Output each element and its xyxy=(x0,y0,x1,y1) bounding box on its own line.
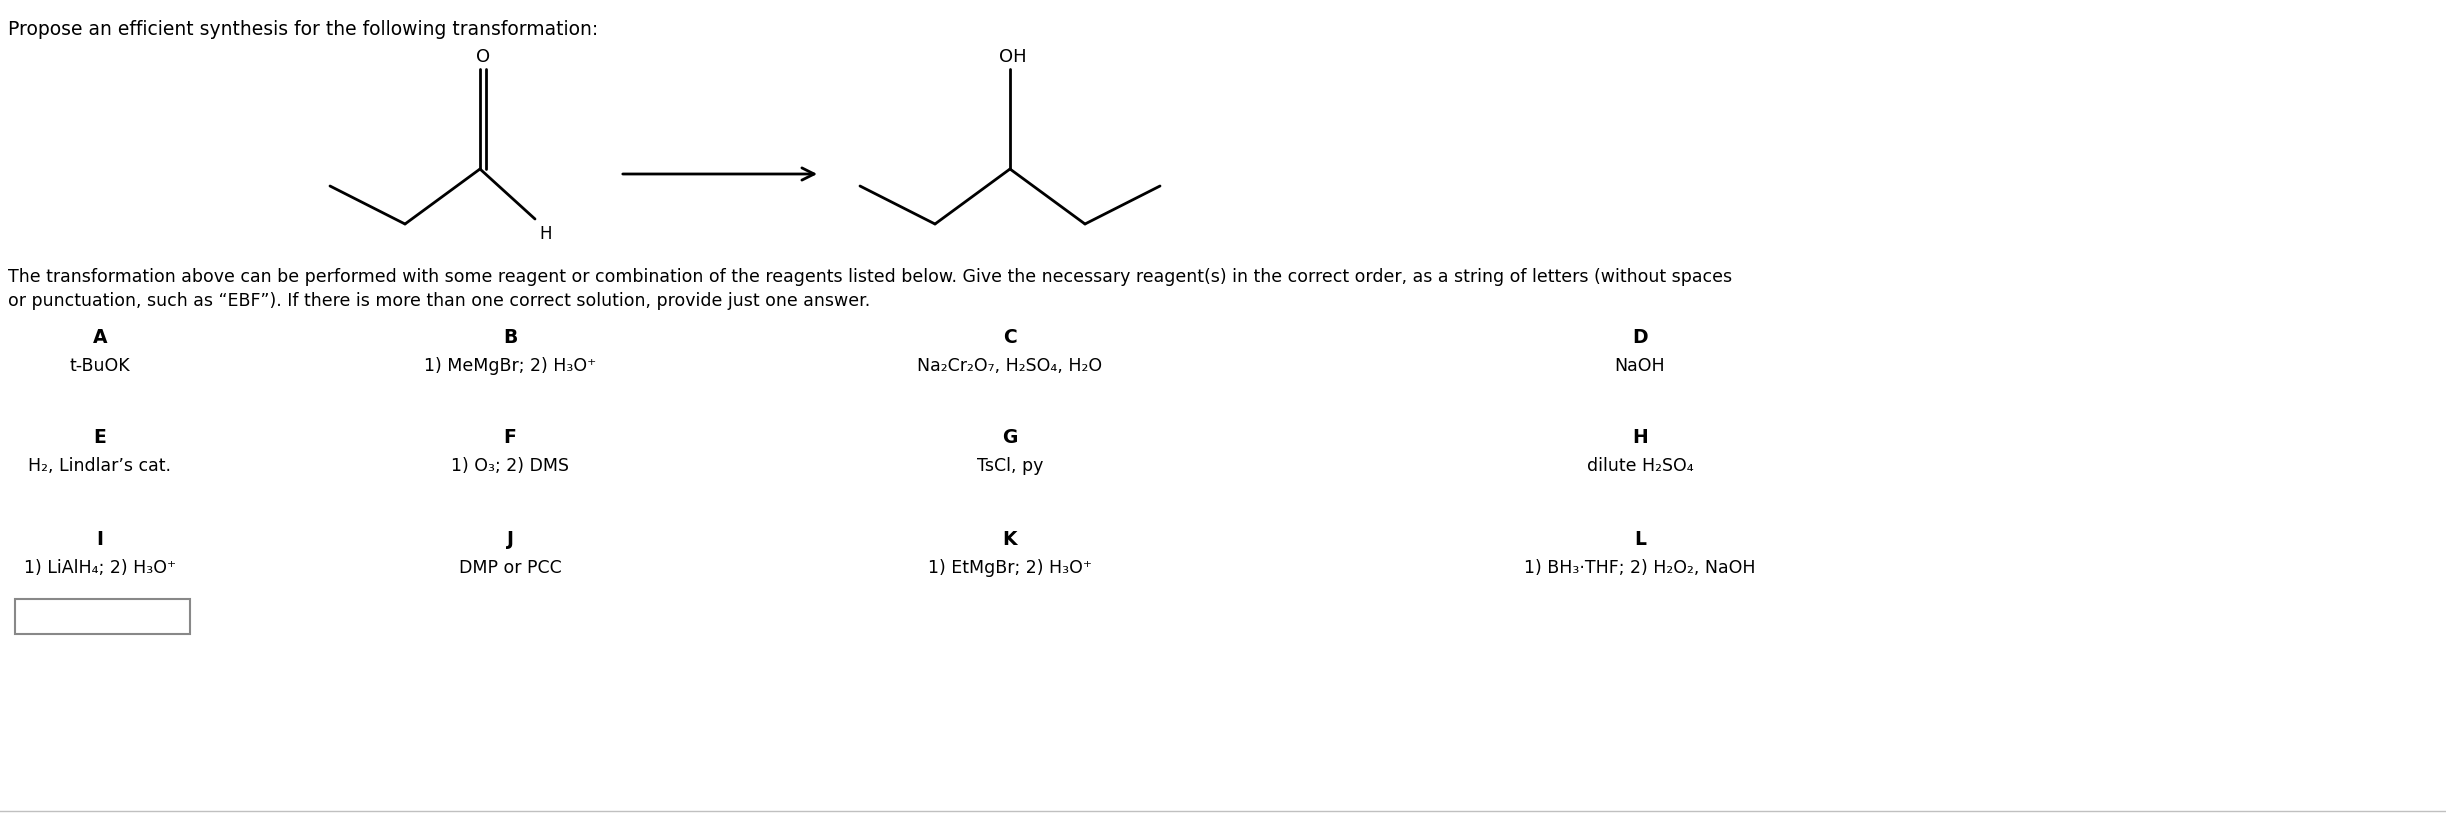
Text: D: D xyxy=(1631,328,1649,346)
Text: E: E xyxy=(93,428,105,446)
Text: 1) O₃; 2) DMS: 1) O₃; 2) DMS xyxy=(450,456,570,474)
Text: O: O xyxy=(477,48,489,66)
Text: G: G xyxy=(1003,428,1018,446)
Text: 1) BH₃·THF; 2) H₂O₂, NaOH: 1) BH₃·THF; 2) H₂O₂, NaOH xyxy=(1524,559,1756,577)
Text: I: I xyxy=(95,529,103,549)
Text: DMP or PCC: DMP or PCC xyxy=(460,559,563,577)
Text: Propose an efficient synthesis for the following transformation:: Propose an efficient synthesis for the f… xyxy=(7,20,599,39)
Text: 1) MeMgBr; 2) H₃O⁺: 1) MeMgBr; 2) H₃O⁺ xyxy=(423,356,597,374)
Text: C: C xyxy=(1003,328,1018,346)
Text: NaOH: NaOH xyxy=(1614,356,1666,374)
FancyBboxPatch shape xyxy=(15,600,191,634)
Text: or punctuation, such as “EBF”). If there is more than one correct solution, prov: or punctuation, such as “EBF”). If there… xyxy=(7,292,871,310)
Text: H: H xyxy=(1631,428,1649,446)
Text: H₂, Lindlar’s cat.: H₂, Lindlar’s cat. xyxy=(29,456,171,474)
Text: H: H xyxy=(538,224,550,242)
Text: 1) EtMgBr; 2) H₃O⁺: 1) EtMgBr; 2) H₃O⁺ xyxy=(927,559,1091,577)
Text: J: J xyxy=(506,529,514,549)
Text: dilute H₂SO₄: dilute H₂SO₄ xyxy=(1587,456,1693,474)
Text: B: B xyxy=(504,328,516,346)
Text: L: L xyxy=(1634,529,1646,549)
Text: TsCl, py: TsCl, py xyxy=(976,456,1042,474)
Text: K: K xyxy=(1003,529,1018,549)
Text: 1) LiAlH₄; 2) H₃O⁺: 1) LiAlH₄; 2) H₃O⁺ xyxy=(24,559,176,577)
Text: Na₂Cr₂O₇, H₂SO₄, H₂O: Na₂Cr₂O₇, H₂SO₄, H₂O xyxy=(917,356,1103,374)
Text: t-BuOK: t-BuOK xyxy=(68,356,130,374)
Text: F: F xyxy=(504,428,516,446)
Text: The transformation above can be performed with some reagent or combination of th: The transformation above can be performe… xyxy=(7,268,1732,286)
Text: OH: OH xyxy=(998,48,1027,66)
Text: A: A xyxy=(93,328,108,346)
